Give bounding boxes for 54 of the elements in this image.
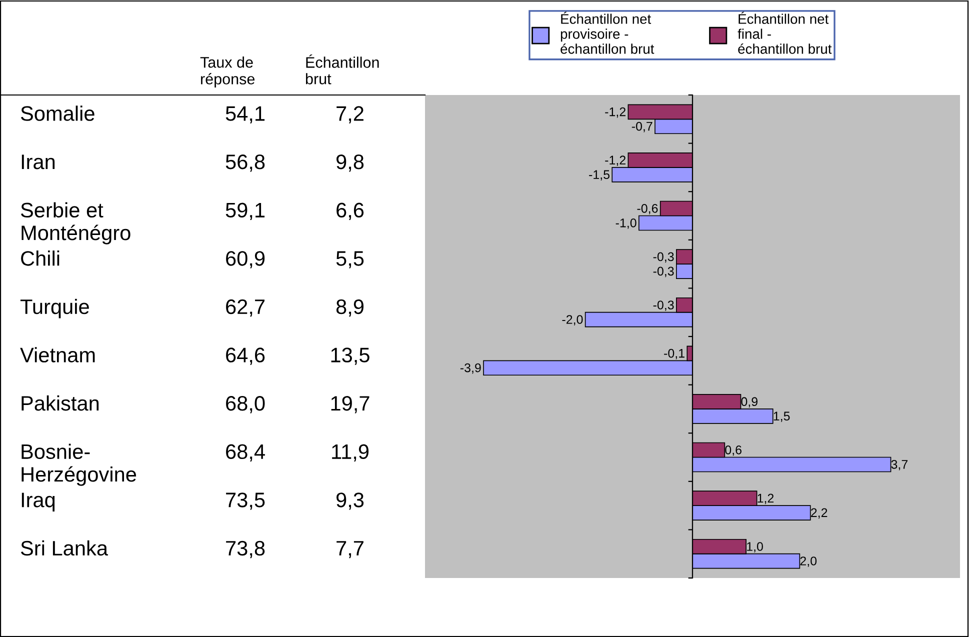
text: 64,6 — [226, 348, 265, 365]
y-tick-label: Bosnie- Herzégovine — [22, 444, 136, 486]
text: 73,8 — [226, 540, 265, 558]
data-label: -1,2 — [605, 107, 626, 118]
y-tick-label: Iraq — [22, 492, 55, 512]
data-label: -0,3 — [653, 300, 674, 311]
text: 7,7 — [336, 541, 364, 558]
text: 73,5 — [226, 492, 265, 510]
text: 56,8 — [226, 154, 265, 172]
data-label: -1,5 — [589, 170, 610, 180]
data-label: -0,7 — [632, 122, 652, 132]
data-label: -0,6 — [637, 204, 658, 214]
text: 13,5 — [331, 348, 370, 365]
text: 7,2 — [336, 106, 364, 124]
data-label: 1,5 — [774, 412, 790, 422]
data-label: -1,2 — [605, 156, 626, 166]
data-label: 1,2 — [758, 494, 774, 504]
data-label: 2,0 — [800, 556, 817, 567]
legend-label: Échantillon net provisoire - échantillon brut — [560, 12, 654, 54]
data-label: -3,9 — [460, 363, 481, 374]
text: 11,9 — [332, 444, 369, 462]
data-label: 3,7 — [891, 460, 908, 470]
text: 9,3 — [336, 492, 364, 510]
text: 62,7 — [226, 299, 264, 317]
y-tick-label: Turquie — [20, 298, 89, 318]
legend-label: Échantillon net final - échantillon brut — [738, 12, 832, 54]
data-label: 2,2 — [811, 508, 828, 519]
text: 19,7 — [331, 396, 370, 414]
text: 59,1 — [226, 202, 265, 220]
y-tick-label: Somalie — [20, 106, 94, 121]
data-label: 0,6 — [725, 445, 742, 456]
y-tick-label: Vietnam — [20, 347, 95, 362]
data-label: 1,0 — [747, 542, 763, 552]
data-label: -0,1 — [664, 348, 684, 360]
data-label: -0,3 — [653, 266, 674, 278]
text: 5,5 — [336, 251, 364, 268]
data-label: 0,9 — [741, 397, 758, 408]
text: 54,1 — [226, 106, 265, 124]
y-tick-label: Iran — [22, 154, 55, 170]
text: Échantillon brut — [306, 54, 379, 84]
y-tick-label: Serbie et Monténégro — [20, 202, 130, 244]
data-label: -0,3 — [653, 252, 674, 263]
text: 60,9 — [226, 251, 265, 268]
data-label: -2,0 — [562, 315, 583, 326]
text: Taux de réponse — [200, 56, 255, 88]
text: 9,8 — [336, 154, 364, 172]
text: 68,4 — [226, 444, 265, 462]
y-tick-label: Sri Lanka — [20, 540, 108, 556]
text: 68,0 — [226, 396, 265, 414]
data-label: -1,0 — [616, 218, 636, 229]
text: 8,9 — [336, 299, 364, 317]
y-tick-label: Pakistan — [22, 395, 99, 411]
text: 6,6 — [336, 202, 364, 220]
y-tick-label: Chili — [21, 250, 60, 266]
